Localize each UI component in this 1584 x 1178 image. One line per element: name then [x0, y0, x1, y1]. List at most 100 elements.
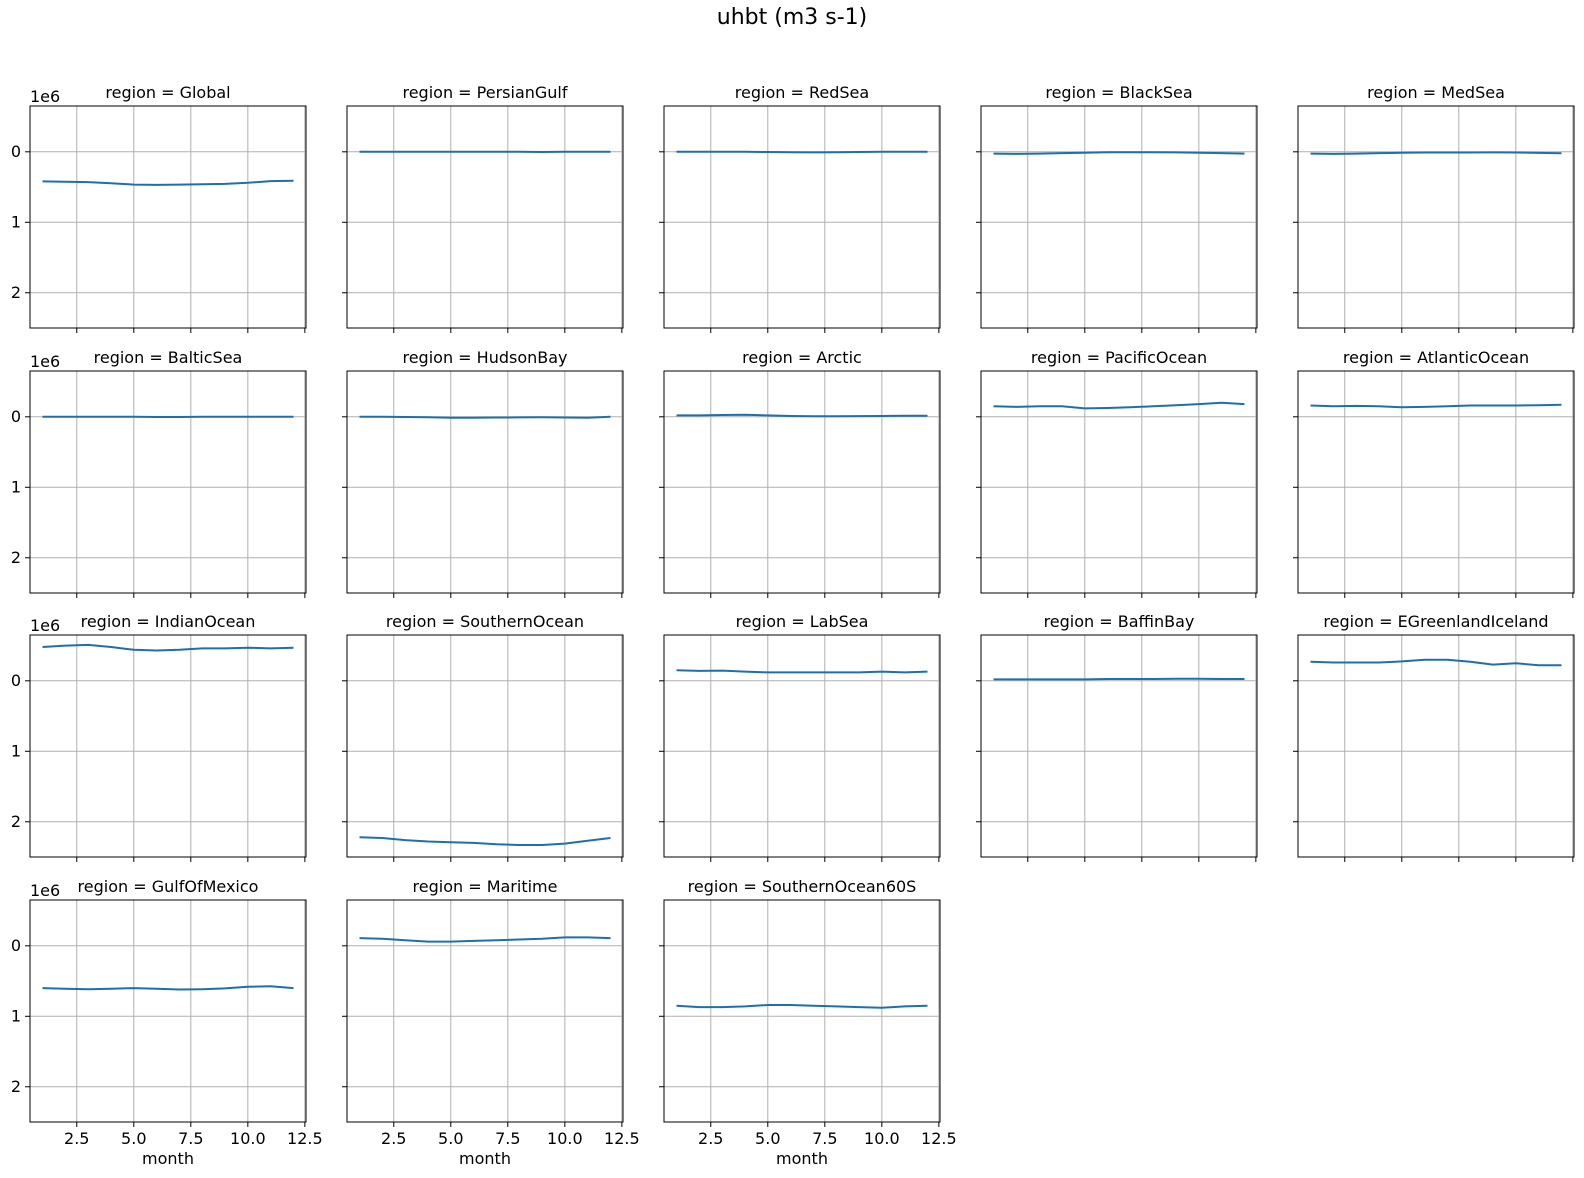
x-tick-label: 10.0 — [864, 1129, 900, 1148]
x-tick-label: 2.5 — [698, 1129, 723, 1148]
facet-panel: region = Global 0 1 2 1e6 — [11, 83, 307, 333]
x-tick-label: 5.0 — [755, 1129, 780, 1148]
series-line — [993, 677, 1245, 681]
panel-frame — [980, 634, 1258, 858]
panel-frame — [346, 105, 624, 329]
y-offset-label: 1e6 — [30, 616, 60, 635]
facet-panel: region = IndianOcean 0 1 2 1e6 — [11, 612, 307, 862]
panel-frame — [663, 105, 941, 329]
facet-panel: region = PersianGulf — [342, 83, 624, 333]
panel-frame — [346, 899, 624, 1123]
facet-panel: region = EGreenlandIceland — [1293, 612, 1575, 862]
series-line — [1310, 658, 1562, 667]
facet-panel: region = PacificOcean — [976, 348, 1258, 598]
panel-title: region = AtlanticOcean — [1343, 348, 1529, 367]
panel-frame — [346, 634, 624, 858]
panel-frame — [980, 370, 1258, 594]
x-tick-label: 5.0 — [121, 1129, 146, 1148]
series-line — [676, 1004, 928, 1009]
facet-panel: region = Maritime 2.5 5.0 7.5 10.0 12.5 month — [342, 877, 640, 1168]
facet-panel: region = GulfOfMexico 0 1 2 1e6 2.5 5.0 7.5 10.0… — [11, 877, 323, 1168]
facet-panel: region = BalticSea 0 1 2 1e6 — [11, 348, 307, 598]
panel-title: region = Arctic — [742, 348, 862, 367]
x-axis-label: month — [776, 1149, 828, 1168]
facet-panel: region = RedSea — [659, 83, 941, 333]
series-line — [42, 985, 294, 991]
series-line — [993, 401, 1245, 410]
facet-panel: region = AtlanticOcean — [1293, 348, 1575, 598]
facet-panel: region = SouthernOcean60S 2.5 5.0 7.5 10.0 12… — [659, 877, 957, 1168]
series-line — [359, 415, 611, 419]
y-tick-label: 2 — [11, 548, 21, 567]
y-tick-label: 0 — [11, 671, 21, 690]
series-line — [676, 150, 928, 154]
y-tick-label: 2 — [11, 812, 21, 831]
y-offset-label: 1e6 — [30, 881, 60, 900]
series-line — [676, 413, 928, 418]
facet-panel: region = BlackSea — [976, 83, 1258, 333]
facet-panel: region = Arctic — [659, 348, 941, 598]
panel-title: region = MedSea — [1367, 83, 1505, 102]
panel-title: region = PacificOcean — [1031, 348, 1207, 367]
panel-title: region = GulfOfMexico — [78, 877, 259, 896]
x-tick-label: 5.0 — [438, 1129, 463, 1148]
y-tick-label: 0 — [11, 142, 21, 161]
panel-title: region = SouthernOcean60S — [688, 877, 917, 896]
y-offset-label: 1e6 — [30, 352, 60, 371]
y-tick-label: 0 — [11, 936, 21, 955]
panel-frame — [29, 899, 307, 1123]
series-line — [42, 643, 294, 652]
panel-title: region = BalticSea — [94, 348, 243, 367]
x-tick-label: 7.5 — [178, 1129, 203, 1148]
panel-title: region = RedSea — [735, 83, 869, 102]
panel-title: region = IndianOcean — [81, 612, 256, 631]
facet-panel: region = MedSea — [1293, 83, 1575, 333]
panel-frame — [663, 370, 941, 594]
series-line — [42, 179, 294, 186]
panel-title: region = Maritime — [413, 877, 558, 896]
x-tick-label: 10.0 — [230, 1129, 266, 1148]
x-tick-label: 2.5 — [64, 1129, 89, 1148]
panel-frame — [663, 899, 941, 1123]
panel-frame — [1297, 105, 1575, 329]
figure-title: uhbt (m3 s-1) — [716, 5, 868, 30]
y-tick-label: 2 — [11, 1077, 21, 1096]
series-line — [1310, 151, 1562, 155]
facet-panel: region = LabSea — [659, 612, 941, 862]
panel-title: region = BlackSea — [1045, 83, 1192, 102]
series-line — [1310, 403, 1562, 409]
x-tick-label: 12.5 — [287, 1129, 323, 1148]
panel-title: region = LabSea — [736, 612, 869, 631]
series-line — [676, 669, 928, 674]
y-offset-label: 1e6 — [30, 87, 60, 106]
facet-panel: region = BaffinBay — [976, 612, 1258, 862]
panel-title: region = PersianGulf — [402, 83, 567, 102]
y-tick-label: 1 — [11, 741, 21, 760]
panel-frame — [346, 370, 624, 594]
series-line — [993, 151, 1245, 155]
y-tick-label: 0 — [11, 407, 21, 426]
series-line — [359, 936, 611, 943]
x-tick-label: 12.5 — [604, 1129, 640, 1148]
x-tick-label: 10.0 — [547, 1129, 583, 1148]
y-tick-label: 2 — [11, 283, 21, 302]
panel-title: region = EGreenlandIceland — [1323, 612, 1548, 631]
y-tick-label: 1 — [11, 477, 21, 496]
panel-title: region = BaffinBay — [1044, 612, 1195, 631]
facet-panel: region = HudsonBay — [342, 348, 624, 598]
x-tick-label: 7.5 — [495, 1129, 520, 1148]
panel-frame — [1297, 370, 1575, 594]
panel-title: region = Global — [105, 83, 230, 102]
y-tick-label: 1 — [11, 212, 21, 231]
y-tick-label: 1 — [11, 1006, 21, 1025]
series-line — [359, 836, 611, 846]
panel-frame — [1297, 634, 1575, 858]
panel-frame — [29, 634, 307, 858]
x-tick-label: 2.5 — [381, 1129, 406, 1148]
panel-title: region = HudsonBay — [402, 348, 567, 367]
x-axis-label: month — [142, 1149, 194, 1168]
facet-panel: region = SouthernOcean — [342, 612, 624, 862]
panel-frame — [663, 634, 941, 858]
panel-frame — [29, 370, 307, 594]
